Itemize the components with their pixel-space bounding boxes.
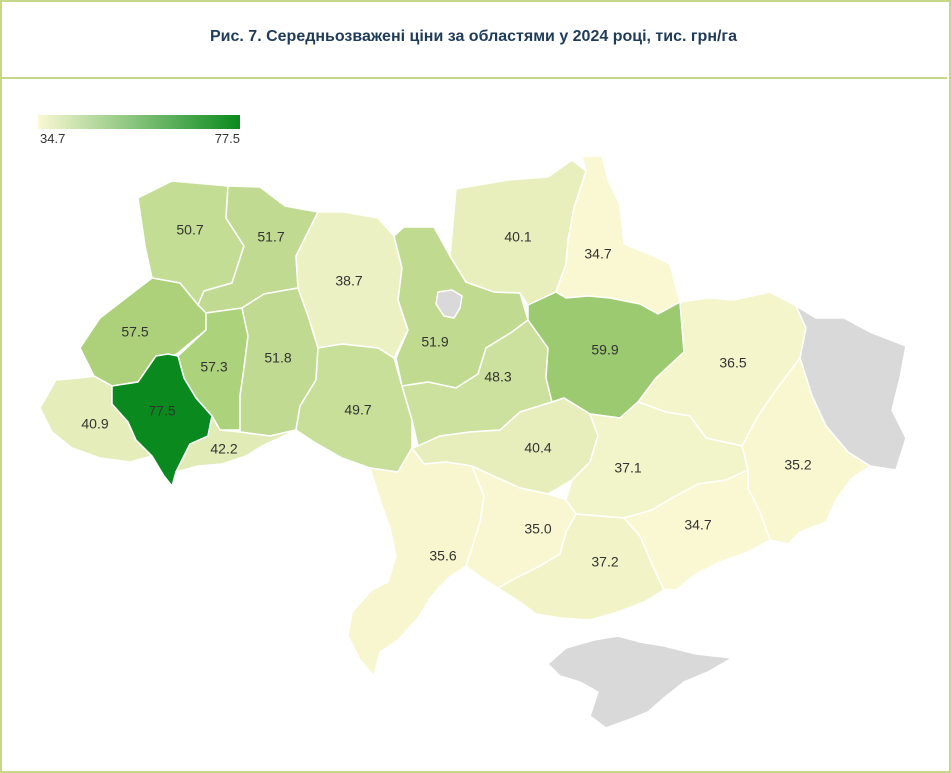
label-ternopil: 57.3 (200, 359, 227, 375)
region-chernivtsi[interactable] (175, 415, 297, 473)
legend-gradient-bar (38, 115, 240, 129)
label-zaporizhzhia: 34.7 (684, 517, 711, 533)
region-crimea (547, 635, 733, 729)
label-sumy: 34.7 (584, 246, 611, 262)
region-kyiv-city (435, 289, 463, 319)
label-zhytomyr: 38.7 (335, 273, 362, 289)
legend-max-label: 77.5 (214, 131, 240, 146)
region-odesa[interactable] (347, 447, 485, 677)
region-zaporizhzhia[interactable] (623, 469, 771, 591)
label-rivne: 51.7 (257, 229, 284, 245)
legend-min-label: 34.7 (40, 131, 66, 146)
label-donetsk: 35.2 (784, 457, 811, 473)
label-kirovohrad: 40.4 (524, 440, 551, 456)
label-zakarpattia: 40.9 (81, 416, 108, 432)
label-poltava: 59.9 (591, 342, 618, 358)
figure-header: Рис. 7. Середньозважені ціни за областям… (0, 0, 947, 79)
label-volyn: 50.7 (176, 222, 203, 238)
label-odesa: 35.6 (429, 548, 456, 564)
label-khmelnytskyi: 51.8 (264, 350, 291, 366)
label-dnipropetrovsk: 37.1 (614, 460, 641, 476)
label-mykolaiv: 35.0 (524, 521, 551, 537)
label-cherkasy: 48.3 (484, 369, 511, 385)
label-kyiv: 51.9 (421, 334, 448, 350)
label-vinnytsia: 49.7 (344, 402, 371, 418)
label-chernivtsi: 42.2 (210, 441, 237, 457)
figure-title: Рис. 7. Середньозважені ціни за областям… (210, 27, 737, 45)
color-legend: 34.7 77.5 (38, 115, 240, 147)
label-chernihiv: 40.1 (504, 229, 531, 245)
label-ivano-frankivsk: 77.5 (148, 403, 175, 419)
label-lviv: 57.5 (121, 324, 148, 340)
label-kherson: 37.2 (591, 554, 618, 570)
label-kharkiv: 36.5 (719, 355, 746, 371)
